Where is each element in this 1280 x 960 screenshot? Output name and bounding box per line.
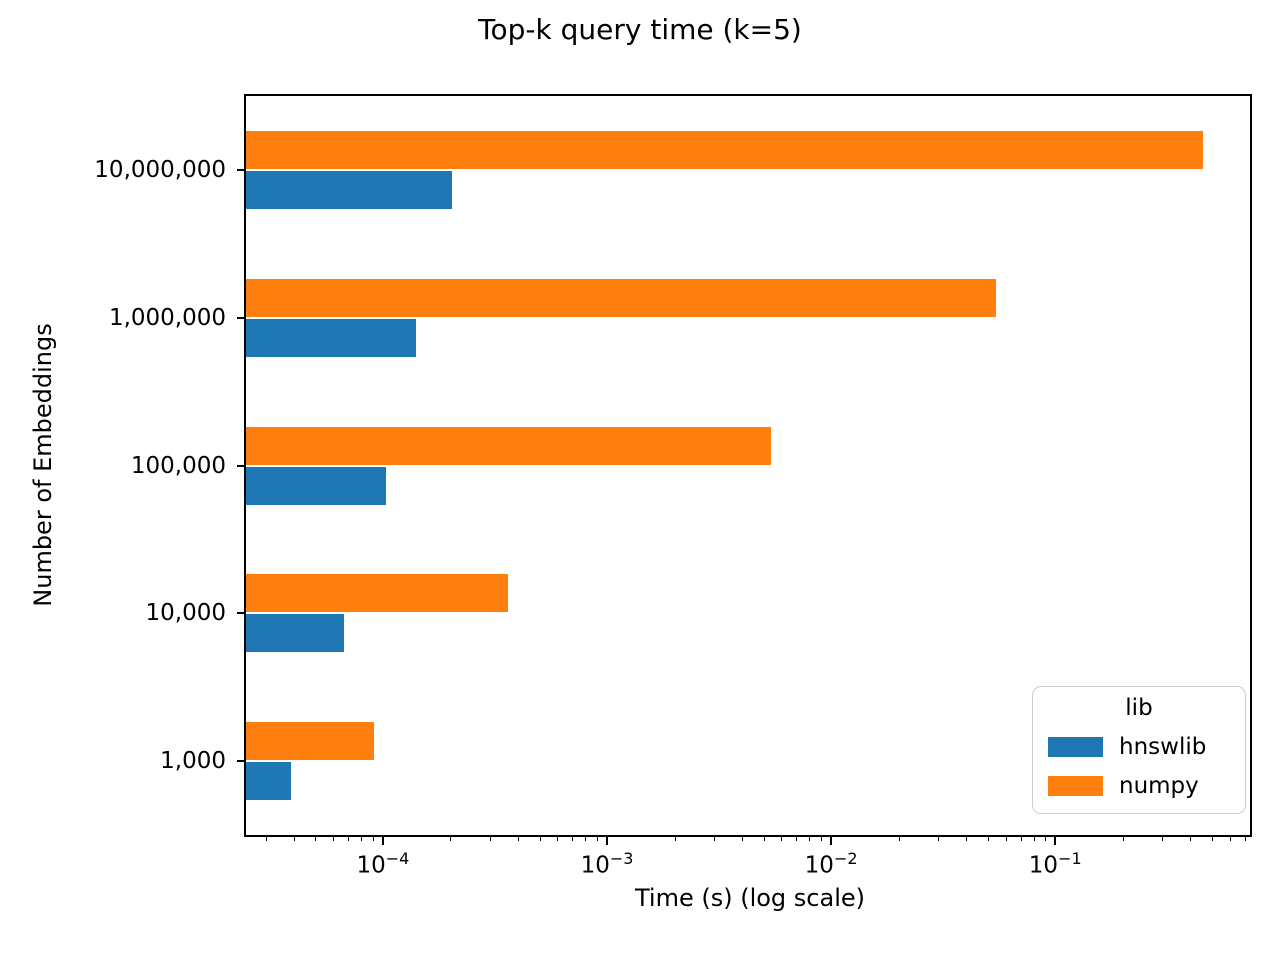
bar-numpy-1000 (246, 722, 374, 761)
legend-item-numpy: numpy (1045, 773, 1233, 799)
x-minor-tick (1229, 837, 1231, 841)
legend-label-numpy: numpy (1119, 773, 1199, 799)
x-minor-tick (966, 837, 967, 841)
x-minor-tick (741, 837, 743, 841)
x-minor-tick (1211, 837, 1213, 841)
bar-numpy-100000 (246, 426, 772, 465)
y-tick-label-10000000: 10,000,000 (94, 156, 226, 183)
x-major-tick (830, 837, 833, 845)
x-tick-label-1e-3: 10−3 (580, 849, 634, 879)
x-minor-tick (674, 837, 676, 841)
x-minor-tick (372, 837, 374, 841)
legend-swatch-hnswlib (1048, 737, 1103, 757)
x-minor-tick (796, 837, 798, 841)
x-minor-tick (1244, 837, 1246, 841)
legend-label-hnswlib: hnswlib (1119, 734, 1207, 760)
bar-hnswlib-10000 (246, 614, 344, 653)
x-minor-tick (585, 837, 587, 841)
legend-item-hnswlib: hnswlib (1045, 734, 1233, 760)
legend: lib hnswlib numpy (1032, 686, 1246, 814)
y-tick (237, 316, 244, 319)
x-minor-tick (539, 837, 541, 841)
x-minor-tick (1033, 837, 1035, 841)
x-minor-tick (820, 837, 822, 841)
y-tick (237, 760, 244, 763)
x-minor-tick (572, 837, 574, 841)
bar-hnswlib-100000 (246, 466, 386, 505)
legend-title: lib (1125, 695, 1153, 721)
y-tick (237, 168, 244, 171)
x-minor-tick (1162, 837, 1164, 841)
x-minor-tick (596, 837, 598, 841)
x-major-tick (1054, 837, 1057, 845)
y-axis-label: Number of Embeddings (29, 323, 57, 607)
x-major-tick (381, 837, 384, 845)
x-minor-tick (1005, 837, 1007, 841)
x-tick-label-1e-1: 10−1 (1028, 849, 1082, 879)
x-minor-tick (1020, 837, 1022, 841)
x-minor-tick (557, 837, 559, 841)
bar-hnswlib-10000000 (246, 170, 452, 209)
x-minor-tick (1044, 837, 1046, 841)
x-major-tick (606, 837, 608, 845)
y-tick-label-1000: 1,000 (160, 748, 226, 775)
x-tick-label-1e-4: 10−4 (356, 849, 410, 879)
bar-hnswlib-1000 (246, 762, 292, 801)
x-minor-tick (315, 837, 317, 841)
x-minor-tick (1122, 837, 1124, 841)
y-tick (237, 612, 244, 615)
y-tick-label-10000: 10,000 (145, 600, 226, 627)
x-minor-tick (333, 837, 335, 841)
x-minor-tick (450, 837, 452, 841)
x-minor-tick (987, 837, 989, 841)
x-minor-tick (713, 837, 715, 841)
bar-numpy-10000 (246, 574, 508, 613)
chart-title: Top-k query time (k=5) (478, 13, 802, 46)
x-minor-tick (938, 837, 939, 841)
x-axis-label: Time (s) (log scale) (634, 884, 865, 912)
y-tick (237, 464, 244, 467)
x-minor-tick (293, 837, 295, 841)
x-minor-tick (763, 837, 765, 841)
x-minor-tick (265, 837, 267, 841)
legend-items: hnswlib numpy (1045, 734, 1233, 799)
bar-numpy-1000000 (246, 278, 997, 317)
x-minor-tick (898, 837, 900, 841)
legend-swatch-numpy (1048, 776, 1103, 796)
bar-numpy-10000000 (246, 130, 1204, 169)
bar-hnswlib-1000000 (246, 318, 416, 357)
x-minor-tick (781, 837, 783, 841)
x-minor-tick (361, 837, 363, 841)
x-minor-tick (517, 837, 519, 841)
x-minor-tick (489, 837, 491, 841)
y-tick-label-100000: 100,000 (130, 452, 226, 479)
plot-area: lib hnswlib numpy (244, 94, 1252, 837)
x-minor-tick (809, 837, 811, 841)
x-minor-tick (1190, 837, 1192, 841)
x-minor-tick (348, 837, 350, 841)
y-tick-label-1000000: 1,000,000 (108, 304, 226, 331)
x-tick-label-1e-2: 10−2 (804, 849, 858, 879)
